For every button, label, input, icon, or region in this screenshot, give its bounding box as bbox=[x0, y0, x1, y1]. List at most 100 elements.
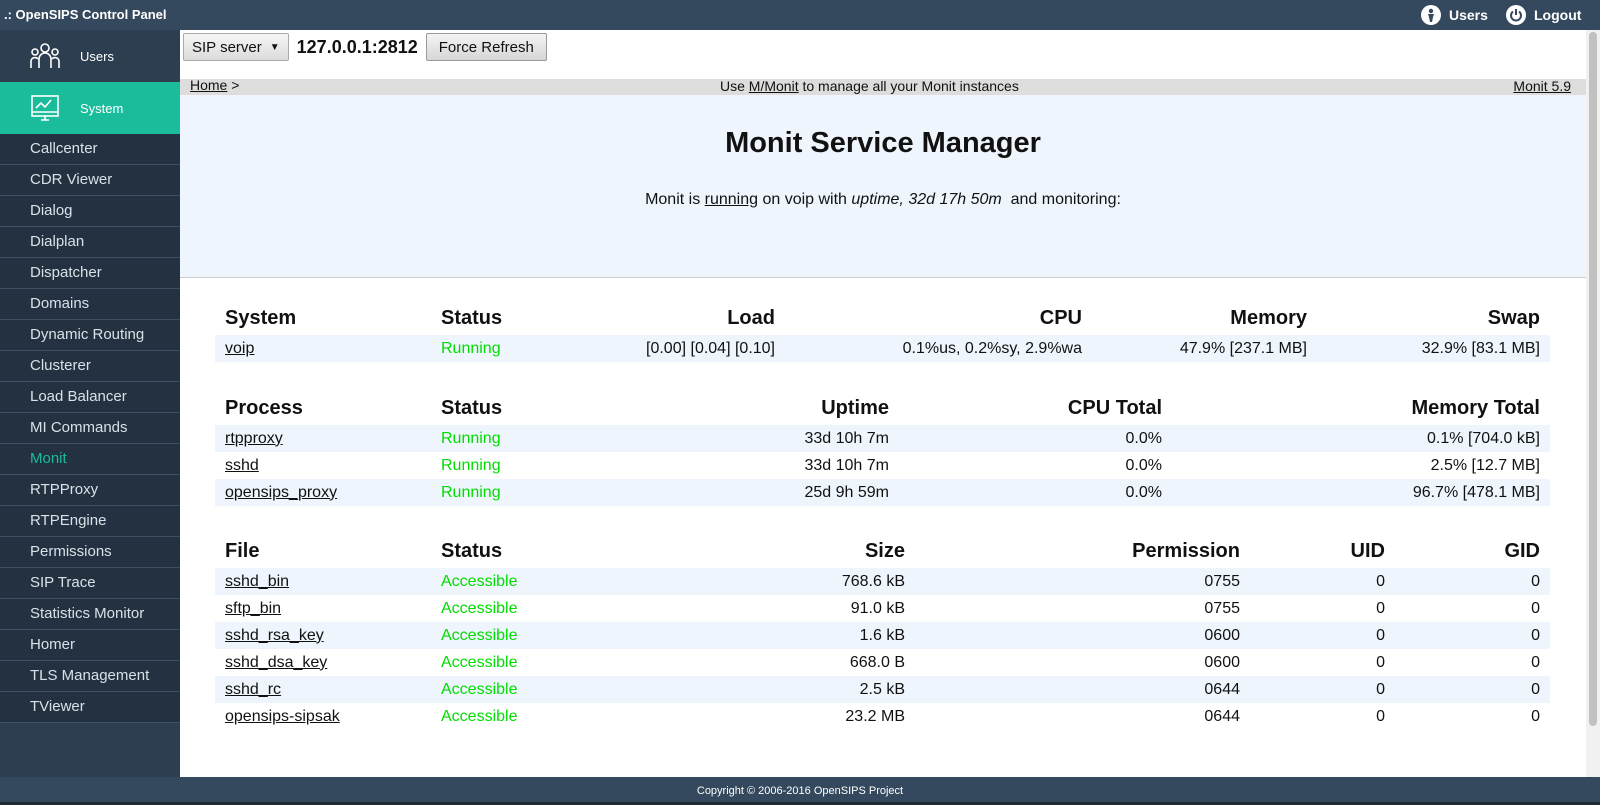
sidebar-item-load-balancer[interactable]: Load Balancer bbox=[0, 382, 180, 413]
permission-cell: 0755 bbox=[1204, 599, 1240, 617]
process-link[interactable]: opensips_proxy bbox=[225, 483, 338, 501]
cpu-cell: 0.0% bbox=[1125, 456, 1162, 474]
size-cell: 1.6 kB bbox=[591, 622, 915, 649]
col-header: Process bbox=[225, 397, 303, 419]
sidebar-item-clusterer[interactable]: Clusterer bbox=[0, 351, 180, 382]
table-header: File Status Size Permission UID GID bbox=[215, 535, 1550, 568]
sidebar-item-tviewer[interactable]: TViewer bbox=[0, 692, 180, 723]
size-cell: 668.0 B bbox=[849, 653, 905, 671]
sidebar-item-rtpengine[interactable]: RTPEngine bbox=[0, 506, 180, 537]
sidebar-item-rtpproxy[interactable]: RTPProxy bbox=[0, 475, 180, 506]
file-link[interactable]: sshd_rsa_key bbox=[225, 626, 324, 644]
memory-cell: 96.7% [478.1 MB] bbox=[1172, 479, 1550, 506]
chevron-down-icon: ▼ bbox=[269, 41, 280, 53]
status-cell: Running bbox=[431, 335, 591, 362]
load-cell: [0.00] [0.04] [0.10] bbox=[591, 335, 785, 362]
logout-link[interactable]: Logout bbox=[1506, 4, 1581, 26]
file-link[interactable]: sshd_bin bbox=[225, 572, 290, 590]
sidebar-item-mi-commands[interactable]: MI Commands bbox=[0, 413, 180, 444]
col-header: File bbox=[225, 540, 260, 562]
size-cell: 768.6 kB bbox=[591, 568, 915, 595]
swap-cell: 32.9% [83.1 MB] bbox=[1317, 335, 1550, 362]
sidebar-item-callcenter[interactable]: Callcenter bbox=[0, 134, 180, 165]
sidebar-item-permissions[interactable]: Permissions bbox=[0, 537, 180, 568]
sidebar-item-statistics-monitor[interactable]: Statistics Monitor bbox=[0, 599, 180, 630]
memory-cell: 47.9% [237.1 MB] bbox=[1092, 335, 1317, 362]
mmonit-link[interactable]: M/Monit bbox=[748, 78, 799, 94]
cpu-cell: 0.0% bbox=[899, 425, 1172, 452]
sidebar-item-dispatcher[interactable]: Dispatcher bbox=[0, 258, 180, 289]
system-monitor-icon bbox=[28, 91, 62, 125]
scrollbar-thumb[interactable] bbox=[1589, 32, 1597, 726]
monit-header: Monit Service Manager Monit is running o… bbox=[180, 95, 1586, 278]
status-text-2: on voip with bbox=[758, 191, 852, 208]
col-header: Memory Total bbox=[1411, 397, 1540, 419]
monit-version-link[interactable]: Monit 5.9 bbox=[1513, 78, 1571, 94]
status-cell: Running bbox=[431, 425, 591, 452]
force-refresh-button[interactable]: Force Refresh bbox=[425, 33, 547, 61]
home-link[interactable]: Home bbox=[190, 77, 228, 93]
gid-cell: 0 bbox=[1395, 676, 1550, 703]
sidebar-item-dialog[interactable]: Dialog bbox=[0, 196, 180, 227]
top-bar: .: OpenSIPS Control Panel Users Logout bbox=[0, 0, 1600, 30]
table-row: opensips-sipsak Accessible 23.2 MB 0644 … bbox=[215, 703, 1550, 730]
col-header: GID bbox=[1504, 540, 1540, 562]
process-link[interactable]: sshd bbox=[225, 456, 259, 474]
status-text-3: and monitoring: bbox=[1001, 191, 1121, 208]
sidebar-item-sip-trace[interactable]: SIP Trace bbox=[0, 568, 180, 599]
scrollbar[interactable] bbox=[1586, 30, 1600, 777]
table-row: voip Running [0.00] [0.04] [0.10] 0.1%us… bbox=[215, 335, 1550, 362]
sidebar-item-system-label: System bbox=[80, 100, 124, 116]
size-cell: 23.2 MB bbox=[845, 707, 905, 725]
footer: Copyright © 2006-2016 OpenSIPS Project bbox=[0, 777, 1600, 802]
uid-cell: 0 bbox=[1250, 622, 1395, 649]
size-cell: 2.5 kB bbox=[591, 676, 915, 703]
size-cell: 91.0 kB bbox=[850, 599, 905, 617]
uid-cell: 0 bbox=[1250, 676, 1395, 703]
col-header: Swap bbox=[1487, 307, 1540, 329]
col-header: System bbox=[225, 307, 297, 329]
sidebar-item-homer[interactable]: Homer bbox=[0, 630, 180, 661]
file-link[interactable]: sshd_dsa_key bbox=[225, 653, 328, 671]
col-header: Size bbox=[864, 540, 905, 562]
table-row: opensips_proxy Running 25d 9h 59m 0.0% 9… bbox=[215, 479, 1550, 506]
users-group-icon bbox=[28, 39, 62, 73]
table-row: sshd_bin Accessible 768.6 kB 0755 0 0 bbox=[215, 568, 1550, 595]
sidebar-item-monit[interactable]: Monit bbox=[0, 444, 180, 475]
status-cell: Accessible bbox=[431, 676, 591, 703]
col-header: Status bbox=[441, 397, 503, 419]
sidebar-item-dialplan[interactable]: Dialplan bbox=[0, 227, 180, 258]
sidebar-item-cdr-viewer[interactable]: CDR Viewer bbox=[0, 165, 180, 196]
col-header: Status bbox=[441, 540, 503, 562]
permission-cell: 0644 bbox=[915, 676, 1250, 703]
process-table: Process Status Uptime CPU Total Memory T… bbox=[215, 392, 1550, 506]
file-link[interactable]: sshd_rc bbox=[225, 680, 282, 698]
permission-cell: 0600 bbox=[915, 622, 1250, 649]
col-header: Load bbox=[727, 307, 775, 329]
box-select[interactable]: SIP server ▼ bbox=[183, 33, 289, 61]
status-text-1: Monit is bbox=[645, 191, 705, 208]
process-link[interactable]: rtpproxy bbox=[225, 429, 283, 447]
running-link[interactable]: running bbox=[704, 191, 759, 208]
table-row: sshd_rsa_key Accessible 1.6 kB 0600 0 0 bbox=[215, 622, 1550, 649]
status-cell: Accessible bbox=[441, 653, 518, 671]
gid-cell: 0 bbox=[1395, 568, 1550, 595]
sidebar-item-system[interactable]: System bbox=[0, 82, 180, 134]
table-row: sshd_rc Accessible 2.5 kB 0644 0 0 bbox=[215, 676, 1550, 703]
file-link[interactable]: opensips-sipsak bbox=[225, 707, 340, 725]
top-users-link[interactable]: Users bbox=[1421, 4, 1488, 26]
file-link[interactable]: sftp_bin bbox=[225, 599, 282, 617]
gid-cell: 0 bbox=[1531, 599, 1540, 617]
table-row: rtpproxy Running 33d 10h 7m 0.0% 0.1% [7… bbox=[215, 425, 1550, 452]
system-link[interactable]: voip bbox=[225, 339, 255, 357]
table-header: Process Status Uptime CPU Total Memory T… bbox=[215, 392, 1550, 425]
sidebar-item-users[interactable]: Users bbox=[0, 30, 180, 82]
sidebar-item-dynamic-routing[interactable]: Dynamic Routing bbox=[0, 320, 180, 351]
col-header: CPU bbox=[1039, 307, 1082, 329]
sidebar-item-tls-management[interactable]: TLS Management bbox=[0, 661, 180, 692]
col-header: Memory bbox=[1230, 307, 1307, 329]
top-users-label: Users bbox=[1449, 7, 1488, 23]
gid-cell: 0 bbox=[1531, 707, 1540, 725]
mmonit-msg-post: to manage all your Monit instances bbox=[798, 78, 1019, 94]
sidebar-item-domains[interactable]: Domains bbox=[0, 289, 180, 320]
